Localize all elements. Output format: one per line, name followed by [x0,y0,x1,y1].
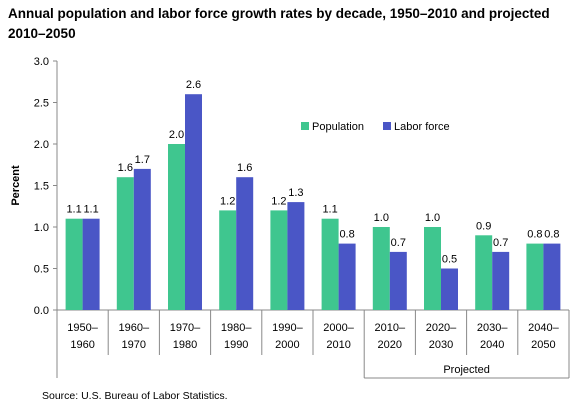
y-axis-title-group: Percent [10,165,22,206]
labor-force-bar [441,268,458,310]
legend-swatch-labor-force [383,122,391,130]
population-bar [65,218,83,310]
population-value-label: 1.0 [374,212,389,224]
x-tick-label: 1970– [170,322,201,334]
x-tick-label: 2020– [426,322,457,334]
population-value-label: 1.0 [425,212,440,224]
x-tick-label: 1980– [221,322,252,334]
labor-force-bar [389,251,407,310]
labor-force-value-label: 0.7 [391,237,406,249]
population-value-label: 2.0 [169,129,184,141]
data-labels: 1.1 1.11.61.72.02.61.21.61.21.31.10.81.00… [66,79,559,265]
x-tick-label: 2010 [326,339,350,351]
y-tick-label: 3.0 [34,56,49,68]
labor-force-value-label: 0.8 [339,229,354,241]
labor-force-value-label: 0.8 [544,229,559,241]
population-bar [116,177,134,310]
population-value-label: 1.6 [118,162,133,174]
population-value-label: 1.2 [220,195,235,207]
y-axis-title: Percent [10,165,22,206]
y-tick-label: 0.5 [34,264,49,276]
population-bar [424,227,441,310]
labor-force-bar [82,218,100,310]
x-tick-label: 1960 [70,339,94,351]
x-tick-label: 2040 [480,339,504,351]
population-value-label: 0.9 [476,220,491,232]
y-tick-label: 0.0 [34,305,49,317]
x-tick-label: 1960– [119,322,150,334]
labor-force-bar [133,168,151,310]
legend-label-labor-force: Labor force [394,121,450,133]
y-tick-label: 1.5 [34,181,49,193]
source-note: Source: U.S. Bureau of Labor Statistics. [42,390,228,402]
population-bar [219,210,237,310]
legend-swatch-population [301,122,309,130]
legend-label-population: Population [312,121,364,133]
x-tick-label: 2000– [323,322,354,334]
labor-force-value-label: 1.1 [83,204,98,216]
x-tick-label: 1990 [224,339,248,351]
labor-force-value-label: 2.6 [186,79,201,91]
labor-force-value-label: 0.5 [442,254,457,266]
labor-force-bar [287,202,305,310]
bars [65,94,561,310]
labor-force-bar [185,94,202,310]
labor-force-value-label: 1.7 [135,154,150,166]
labor-force-bar [492,251,510,310]
labor-force-bar [338,243,356,310]
y-tick-labels: 0.0 0.5 1.0 1.5 2.0 2.5 3.0 [34,56,49,317]
chart-title: Annual population and labor force growth… [8,6,550,41]
population-value-label: 1.1 [322,204,337,216]
x-tick-label: 2050 [531,339,555,351]
x-tick-label: 1950– [67,322,98,334]
labor-force-bar [236,177,254,310]
legend: Population Labor force [301,121,450,133]
x-tick-label: 1980 [173,339,197,351]
population-bar [372,227,390,310]
x-tick-label: 2000 [275,339,299,351]
labor-force-bar [543,243,561,310]
x-tick-label: 1970 [122,339,146,351]
x-tick-labels: 1950– 1960 1960– 1970 1970– 1980 1980– 1990 1990… [67,322,559,351]
population-bar [168,144,185,310]
x-tick-label: 1990– [272,322,303,334]
population-value-label: 0.8 [527,229,542,241]
population-bar [270,210,288,310]
y-tick-label: 2.5 [34,98,49,110]
population-bar [321,218,339,310]
y-tick-label: 1.0 [34,222,49,234]
x-tick-label: 2040– [528,322,559,334]
labor-force-value-label: 1.3 [288,187,303,199]
population-value-label: 1.2 [271,195,286,207]
population-value-label: 1.1 [66,204,81,216]
population-bar [526,243,544,310]
y-tick-label: 2.0 [34,139,49,151]
x-tick-label: 2010– [375,322,406,334]
x-tick-label: 2030 [429,339,453,351]
x-tick-label: 2020 [378,339,402,351]
labor-force-value-label: 0.7 [493,237,508,249]
labor-force-value-label: 1.6 [237,162,252,174]
population-bar [475,235,493,310]
x-tick-label: 2030– [477,322,508,334]
projected-group-label: Projected [443,364,489,376]
